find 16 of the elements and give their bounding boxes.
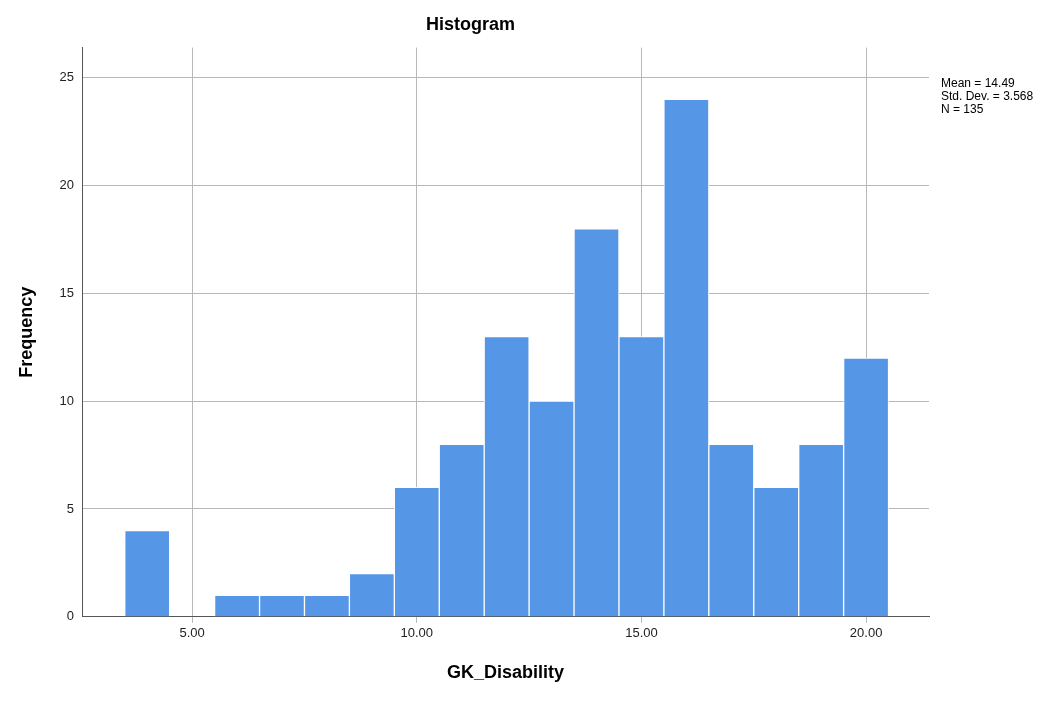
y-tick-label: 0 (66, 608, 75, 624)
text: Mean = 14.49 (941, 75, 1016, 90)
chart-title: Histogram (425, 13, 516, 34)
text: Std. Dev. = 3.568 (941, 88, 1034, 103)
y-tick-label: 20 (59, 177, 75, 193)
y-axis-title: Frequency (15, 286, 36, 378)
x-tick-label: 15.00 (625, 625, 658, 641)
y-tick-label: 5 (66, 500, 75, 516)
y-tick-label: 10 (59, 392, 75, 408)
text: N = 135 (941, 101, 984, 116)
x-tick-label: 10.00 (400, 625, 434, 641)
y-tick-label: 25 (59, 69, 75, 85)
x-axis-title: GK_Disability (447, 662, 565, 683)
x-tick-label: 5.00 (179, 625, 205, 641)
x-tick-label: 20.00 (849, 625, 883, 641)
y-tick-label: 15 (59, 284, 75, 300)
